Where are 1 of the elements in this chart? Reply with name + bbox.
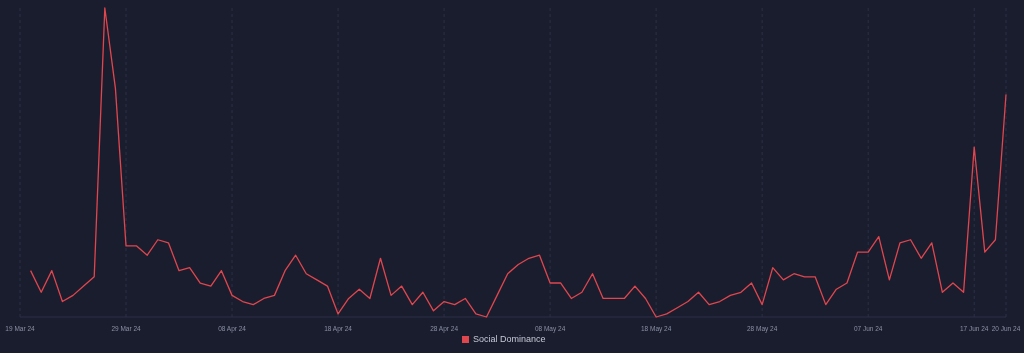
legend-label: Social Dominance [473,334,546,344]
